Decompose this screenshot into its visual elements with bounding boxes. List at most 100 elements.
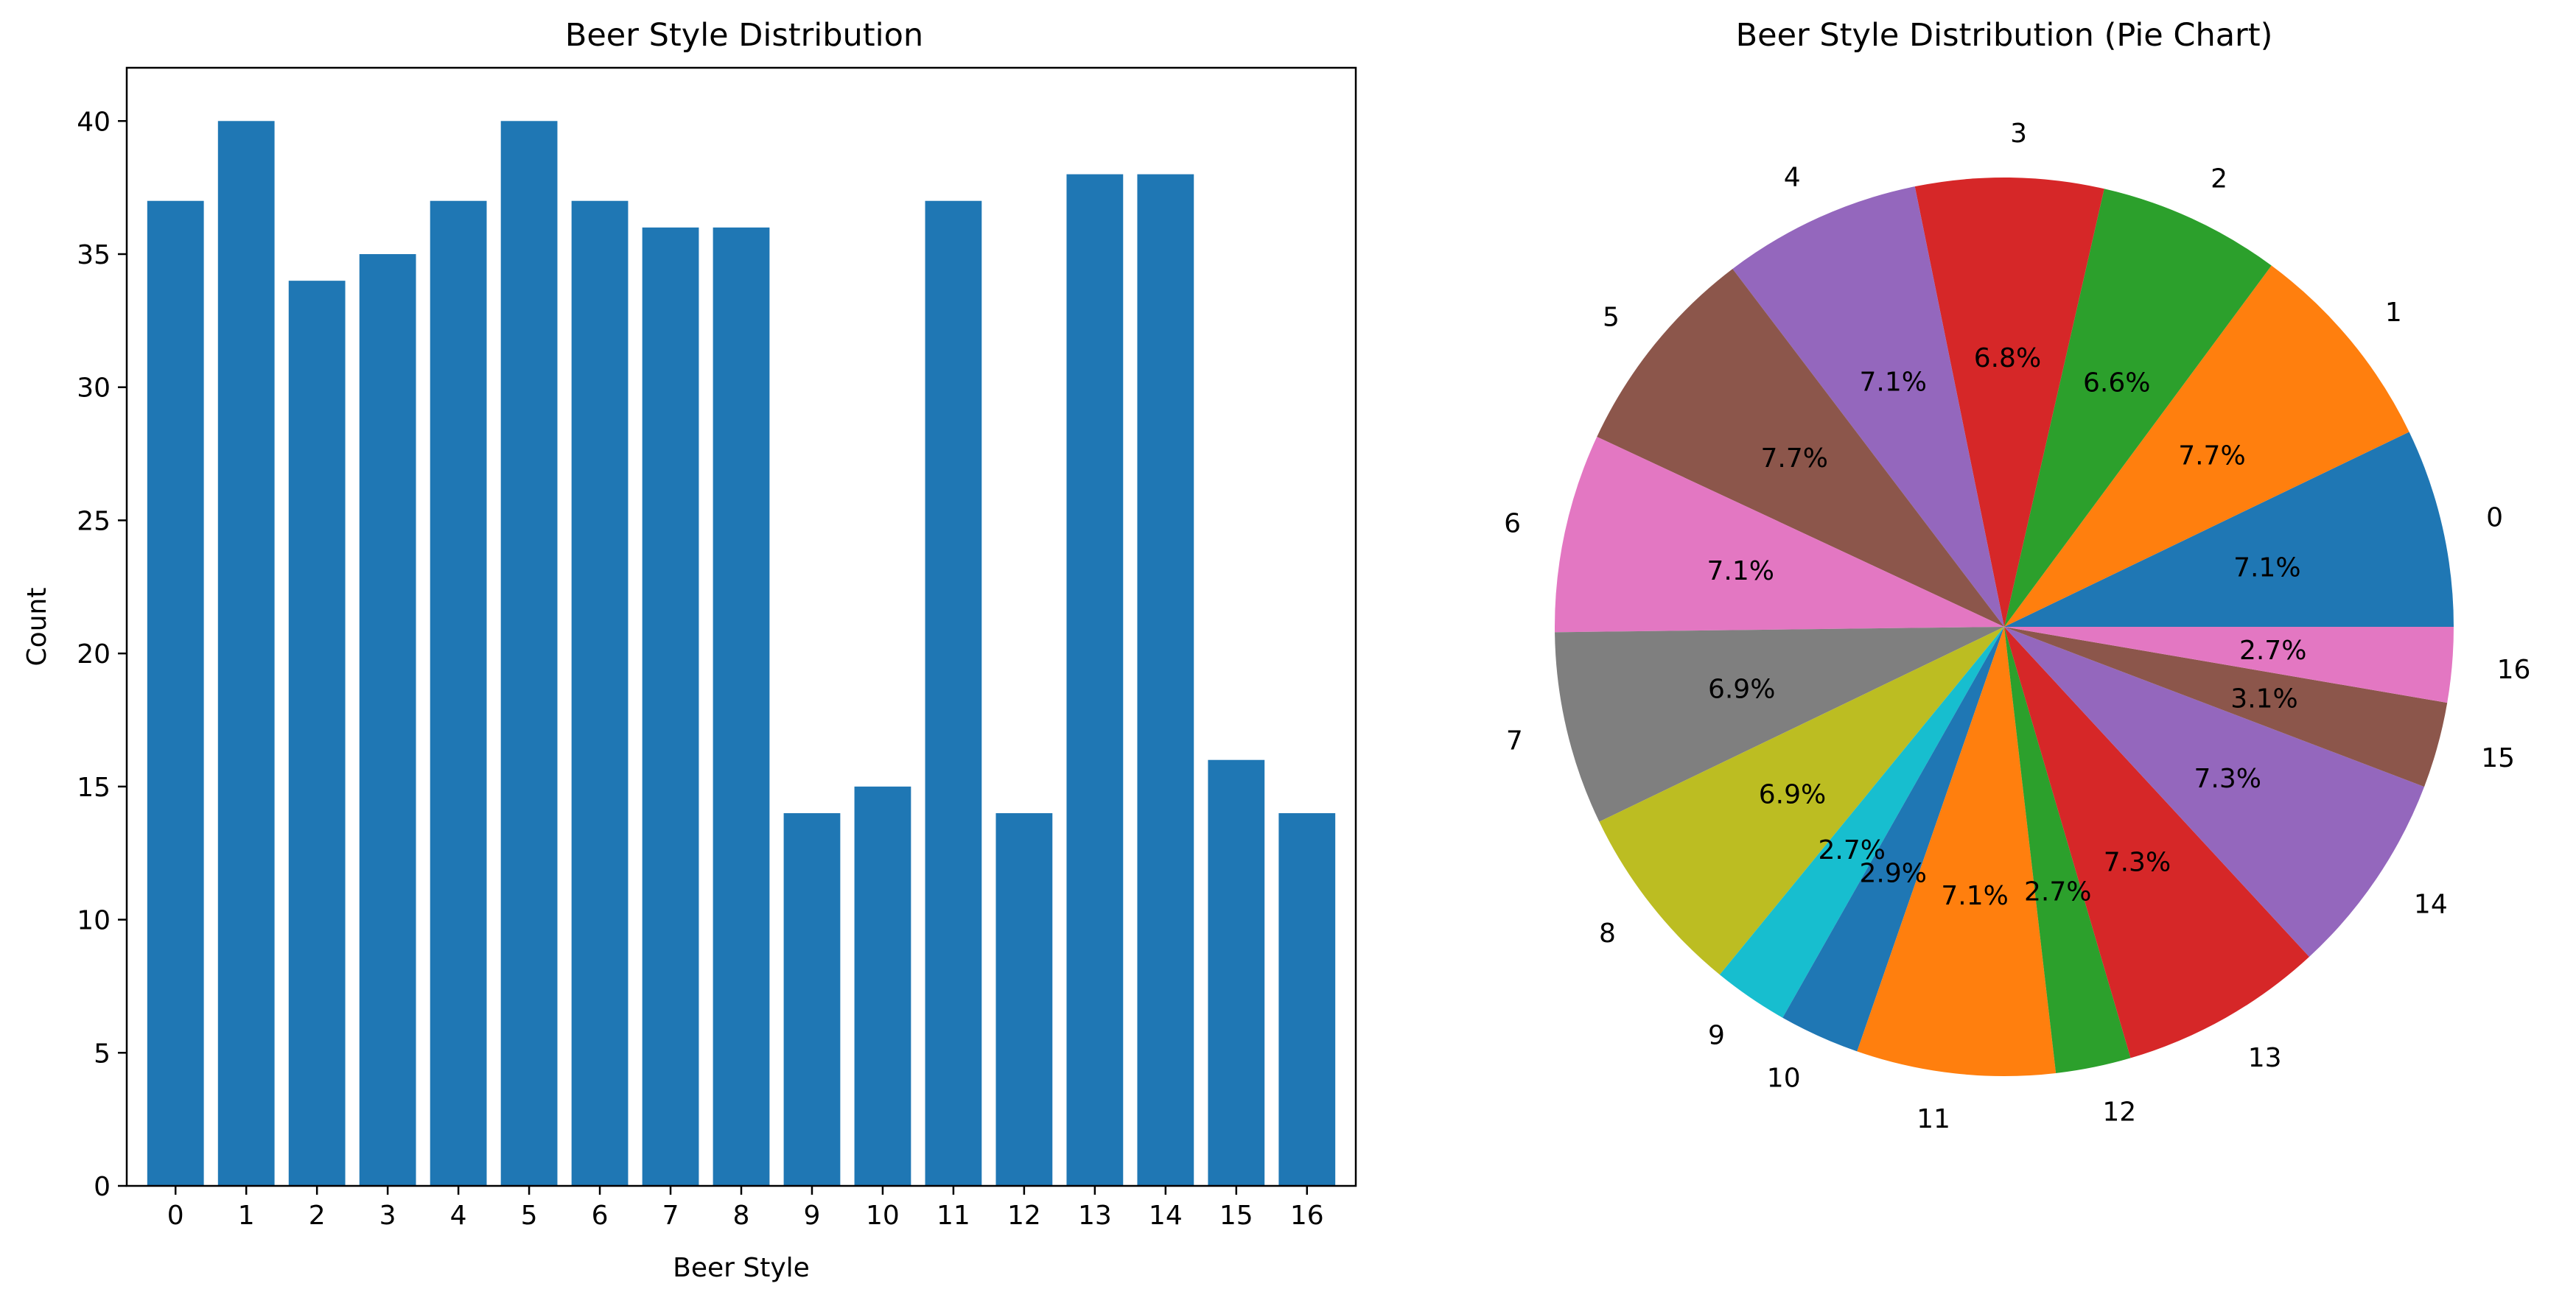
x-tick-label: 0 — [167, 1201, 184, 1231]
bar-series — [147, 121, 1336, 1187]
pie-label-4: 4 — [1784, 163, 1801, 193]
x-tick-label: 9 — [804, 1201, 821, 1231]
x-tick-label: 1 — [238, 1201, 255, 1231]
pie-slice-3 — [1914, 178, 2104, 628]
pie-percent-labels: 7.1% 7.7% 6.6% 6.8% 7.1% 7.7% 7.1% 6.9% 6.9% 2.7%… — [1707, 343, 2306, 911]
y-tick-label: 30 — [77, 373, 111, 404]
pie-label-5: 5 — [1603, 302, 1620, 332]
plot-frame — [125, 66, 1357, 1187]
bar-10 — [854, 786, 911, 1186]
x-tick-label: 3 — [379, 1201, 396, 1231]
pie-slice-0 — [2004, 432, 2454, 627]
x-tick-label: 11 — [937, 1201, 970, 1231]
bar-14 — [1137, 174, 1194, 1187]
y-axis-ticks: 0 5 10 15 20 25 30 35 40 — [77, 107, 127, 1202]
y-tick-label: 15 — [77, 773, 111, 803]
x-tick-label: 4 — [450, 1201, 467, 1231]
pie-label-0: 0 — [2486, 503, 2503, 533]
x-tick-label: 10 — [866, 1201, 900, 1231]
y-tick-label: 0 — [94, 1172, 111, 1202]
pie-percent-15: 3.1% — [2230, 684, 2297, 714]
y-tick-label: 10 — [77, 906, 111, 936]
pie-label-9: 9 — [1708, 1021, 1725, 1051]
pie-slice-14 — [2004, 627, 2425, 957]
y-tick-label: 40 — [77, 107, 111, 137]
pie-slice-10 — [1782, 627, 2004, 1052]
y-tick-label: 5 — [94, 1039, 111, 1069]
pie-chart-title: Beer Style Distribution (Pie Chart) — [1736, 17, 2273, 54]
bar-6 — [571, 200, 629, 1186]
pie-wedges — [1555, 178, 2454, 1076]
pie-percent-9: 2.7% — [1818, 835, 1885, 865]
bar-15 — [1208, 759, 1265, 1186]
x-tick-label: 2 — [309, 1201, 326, 1231]
bar-8 — [713, 227, 770, 1186]
pie-label-10: 10 — [1767, 1063, 1801, 1093]
pie-slice-9 — [1719, 627, 2004, 1018]
pie-percent-6: 7.1% — [1707, 556, 1774, 586]
pie-label-11: 11 — [1917, 1104, 1950, 1134]
pie-slice-8 — [1599, 627, 2004, 975]
pie-percent-1: 7.7% — [2178, 441, 2245, 471]
x-tick-label: 13 — [1078, 1201, 1112, 1231]
pie-slice-2 — [2004, 189, 2272, 628]
x-tick-label: 6 — [592, 1201, 609, 1231]
pie-label-7: 7 — [1506, 726, 1523, 756]
x-tick-label: 14 — [1149, 1201, 1183, 1231]
bar-13 — [1066, 174, 1124, 1187]
y-tick-label: 20 — [77, 639, 111, 670]
pie-label-14: 14 — [2414, 890, 2448, 920]
y-tick-label: 35 — [77, 240, 111, 270]
bar-2 — [288, 281, 346, 1187]
bar-chart: Beer Style Distribution 0510152025303540… — [22, 17, 1357, 1283]
pie-label-2: 2 — [2211, 164, 2227, 194]
bar-7 — [642, 227, 699, 1186]
x-tick-label: 16 — [1290, 1201, 1324, 1231]
pie-percent-3: 6.8% — [1974, 343, 2041, 373]
bar-4 — [430, 200, 487, 1186]
bar-0 — [147, 200, 204, 1186]
pie-slice-11 — [1857, 627, 2057, 1076]
pie-slice-4 — [1732, 186, 2004, 627]
pie-slice-12 — [2004, 627, 2131, 1073]
pie-label-13: 13 — [2248, 1043, 2282, 1073]
pie-slice-7 — [1555, 627, 2004, 822]
pie-percent-4: 7.1% — [1860, 367, 1927, 397]
pie-label-3: 3 — [2010, 119, 2027, 149]
bar-3 — [359, 254, 416, 1186]
pie-label-8: 8 — [1599, 919, 1616, 949]
pie-chart: Beer Style Distribution (Pie Chart) 0 1 2 3… — [1504, 17, 2530, 1134]
pie-percent-2: 6.6% — [2083, 368, 2150, 398]
pie-percent-12: 2.7% — [2024, 877, 2091, 907]
pie-percent-7: 6.9% — [1708, 675, 1775, 705]
pie-percent-16: 2.7% — [2239, 636, 2306, 666]
bar-chart-title: Beer Style Distribution — [565, 17, 923, 54]
pie-slice-13 — [2004, 627, 2310, 1058]
x-axis-label: Beer Style — [673, 1253, 810, 1283]
pie-label-16: 16 — [2497, 655, 2531, 685]
bar-12 — [995, 813, 1053, 1186]
bar-11 — [925, 200, 982, 1186]
pie-slice-5 — [1597, 268, 2004, 627]
y-axis-label: Count — [22, 588, 52, 667]
pie-slice-15 — [2004, 627, 2448, 787]
pie-percent-13: 7.3% — [2104, 847, 2171, 877]
x-tick-label: 12 — [1007, 1201, 1041, 1231]
pie-label-1: 1 — [2385, 298, 2402, 328]
x-tick-label: 5 — [521, 1201, 538, 1231]
pie-percent-11: 7.1% — [1941, 881, 2008, 911]
x-tick-label: 7 — [662, 1201, 679, 1231]
pie-percent-8: 6.9% — [1759, 779, 1826, 809]
bar-1 — [217, 121, 275, 1186]
pie-slice-1 — [2004, 265, 2409, 627]
pie-percent-10: 2.9% — [1860, 859, 1927, 889]
pie-label-6: 6 — [1504, 509, 1521, 539]
x-tick-label: 8 — [733, 1201, 750, 1231]
pie-percent-14: 7.3% — [2194, 764, 2261, 794]
pie-label-15: 15 — [2481, 743, 2515, 773]
pie-percent-5: 7.7% — [1761, 443, 1828, 474]
pie-slice-16 — [2004, 627, 2454, 703]
x-tick-label: 15 — [1219, 1201, 1253, 1231]
